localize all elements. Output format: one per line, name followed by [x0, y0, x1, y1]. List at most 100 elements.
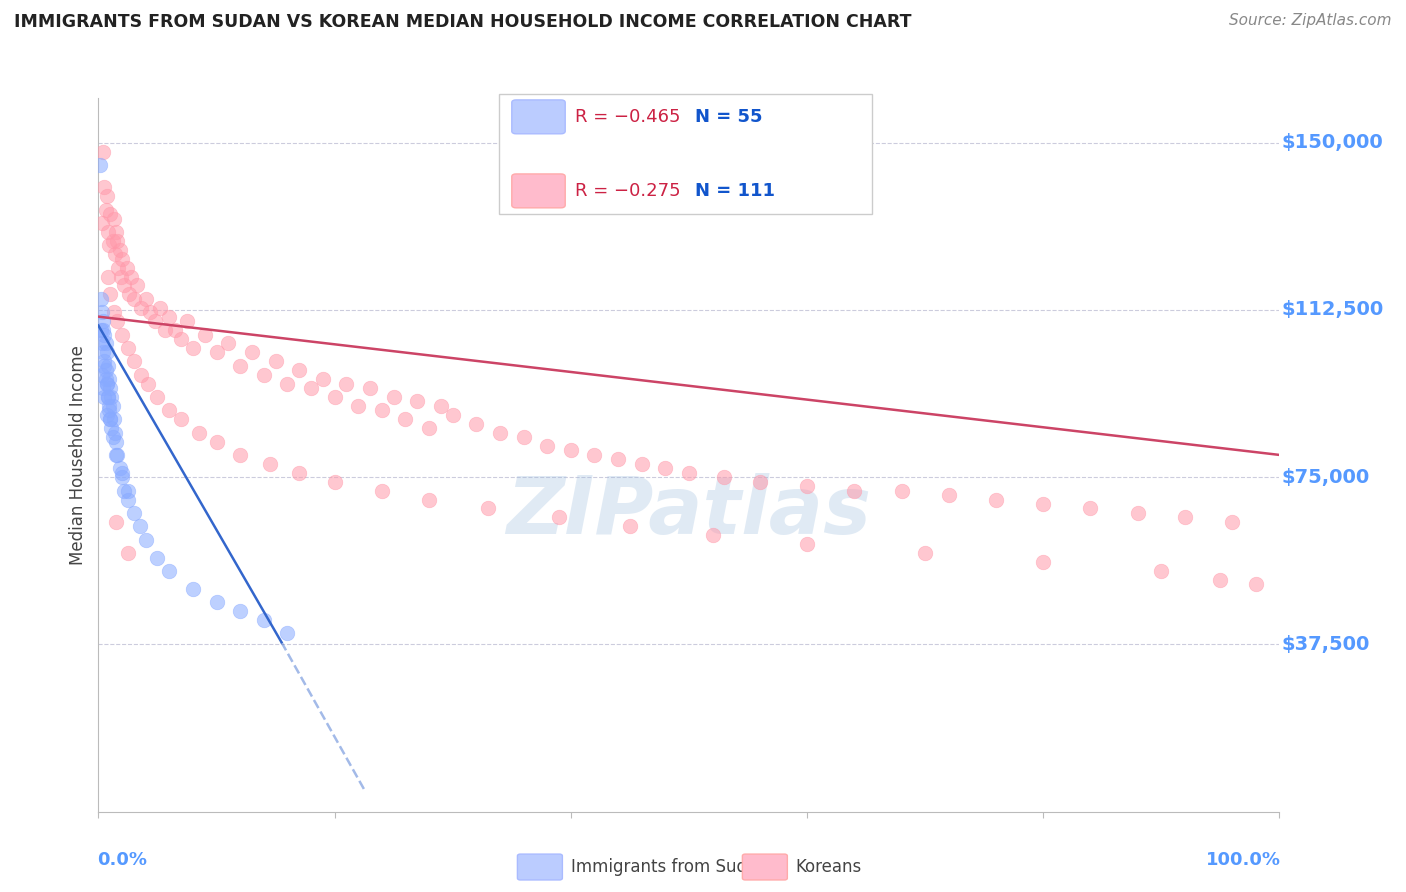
- Point: [406, 394, 429, 409]
- Point: [253, 368, 276, 382]
- Point: [103, 412, 125, 426]
- Point: [98, 403, 121, 417]
- Point: [103, 211, 125, 226]
- Point: [93, 390, 115, 404]
- Text: R = −0.465: R = −0.465: [575, 108, 681, 126]
- Point: [98, 238, 121, 252]
- Point: [104, 247, 127, 261]
- Point: [187, 425, 209, 440]
- Point: [371, 403, 394, 417]
- Point: [259, 457, 281, 471]
- Point: [194, 327, 217, 342]
- Text: Immigrants from Sudan: Immigrants from Sudan: [571, 858, 768, 876]
- Text: 100.0%: 100.0%: [1205, 851, 1281, 869]
- Point: [94, 202, 117, 217]
- Point: [115, 260, 138, 275]
- Text: N = 55: N = 55: [695, 108, 762, 126]
- Point: [94, 363, 117, 377]
- Point: [129, 368, 152, 382]
- Text: ZIPatlas: ZIPatlas: [506, 473, 872, 551]
- Point: [111, 252, 134, 266]
- Point: [146, 550, 169, 565]
- Point: [101, 430, 124, 444]
- Point: [104, 425, 127, 440]
- Point: [97, 225, 120, 239]
- Point: [90, 323, 112, 337]
- Point: [1220, 515, 1243, 529]
- Point: [111, 466, 134, 480]
- Point: [96, 376, 118, 391]
- Point: [229, 604, 252, 618]
- Text: N = 111: N = 111: [695, 182, 775, 200]
- Point: [170, 412, 193, 426]
- Text: Koreans: Koreans: [796, 858, 862, 876]
- Point: [335, 376, 357, 391]
- Point: [96, 376, 118, 391]
- Point: [418, 492, 440, 507]
- Point: [117, 546, 139, 560]
- Point: [105, 434, 128, 449]
- Point: [441, 408, 464, 422]
- Point: [97, 269, 120, 284]
- Point: [583, 448, 606, 462]
- Point: [136, 376, 159, 391]
- Point: [748, 475, 770, 489]
- Point: [122, 506, 145, 520]
- Point: [105, 225, 128, 239]
- Point: [91, 314, 114, 328]
- Point: [299, 381, 322, 395]
- Point: [1032, 497, 1054, 511]
- Point: [890, 483, 912, 498]
- Point: [276, 626, 298, 640]
- Point: [91, 216, 114, 230]
- Point: [253, 613, 276, 627]
- Point: [108, 461, 131, 475]
- Point: [465, 417, 488, 431]
- Point: [100, 421, 122, 435]
- Point: [105, 314, 128, 328]
- Point: [93, 327, 115, 342]
- Point: [1209, 573, 1232, 587]
- Point: [312, 372, 335, 386]
- Point: [205, 595, 228, 609]
- Text: $150,000: $150,000: [1282, 133, 1384, 153]
- Point: [100, 390, 122, 404]
- Point: [101, 234, 124, 248]
- Point: [607, 452, 630, 467]
- Point: [984, 492, 1007, 507]
- Point: [98, 412, 121, 426]
- Point: [276, 376, 298, 391]
- Point: [105, 515, 128, 529]
- Point: [103, 305, 125, 319]
- Point: [149, 301, 172, 315]
- Point: [382, 390, 405, 404]
- Point: [264, 354, 287, 368]
- Point: [135, 533, 157, 547]
- Point: [1032, 555, 1054, 569]
- Text: IMMIGRANTS FROM SUDAN VS KOREAN MEDIAN HOUSEHOLD INCOME CORRELATION CHART: IMMIGRANTS FROM SUDAN VS KOREAN MEDIAN H…: [14, 13, 911, 31]
- Point: [96, 345, 118, 359]
- Point: [240, 345, 263, 359]
- Point: [536, 439, 558, 453]
- Point: [181, 582, 204, 596]
- Point: [157, 564, 180, 578]
- Point: [170, 332, 193, 346]
- Point: [548, 510, 571, 524]
- Point: [323, 390, 346, 404]
- Point: [117, 341, 139, 355]
- Point: [938, 488, 960, 502]
- Point: [139, 305, 162, 319]
- Point: [146, 390, 169, 404]
- Point: [105, 448, 128, 462]
- Point: [702, 528, 724, 542]
- Point: [108, 243, 131, 257]
- Point: [91, 323, 114, 337]
- Point: [93, 180, 115, 194]
- Point: [713, 470, 735, 484]
- Point: [371, 483, 394, 498]
- Point: [93, 354, 115, 368]
- Point: [217, 336, 239, 351]
- Point: [111, 327, 134, 342]
- Point: [654, 461, 676, 475]
- Point: [181, 341, 204, 355]
